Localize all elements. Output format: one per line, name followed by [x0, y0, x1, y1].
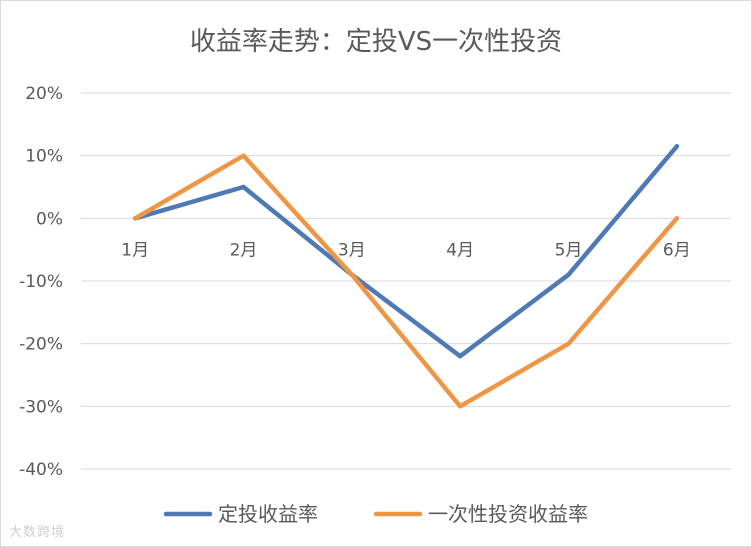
y-tick-label: 10%	[25, 147, 63, 167]
x-tick-label: 1月	[121, 240, 149, 260]
legend-label: 定投收益率	[218, 502, 318, 526]
series-line-1	[132, 144, 680, 359]
data-point	[566, 272, 571, 277]
data-point	[241, 153, 246, 158]
data-point	[349, 272, 355, 277]
y-tick-label: -40%	[19, 460, 63, 480]
y-tick-label: -30%	[19, 397, 63, 417]
x-tick-label: 4月	[446, 240, 474, 260]
y-tick-label: -20%	[19, 335, 63, 355]
x-tick-label: 5月	[555, 240, 583, 260]
data-point	[241, 184, 246, 190]
data-point	[457, 354, 463, 359]
data-point	[674, 144, 680, 149]
data-point	[457, 404, 463, 409]
data-point	[674, 216, 680, 221]
x-tick-label: 2月	[230, 240, 258, 260]
y-tick-label: 0%	[36, 209, 63, 229]
x-tick-label: 3月	[338, 240, 366, 260]
legend-label: 一次性投资收益率	[428, 502, 588, 526]
watermark: 大数跨境	[9, 525, 66, 540]
y-tick-label: -10%	[19, 272, 63, 292]
chart-title: 收益率走势：定投VS一次性投资	[189, 27, 563, 57]
data-point	[132, 216, 138, 221]
y-tick-label: 20%	[25, 84, 63, 104]
x-tick-label: 6月	[663, 240, 691, 260]
series-line-2	[132, 153, 680, 409]
data-point	[566, 341, 571, 346]
